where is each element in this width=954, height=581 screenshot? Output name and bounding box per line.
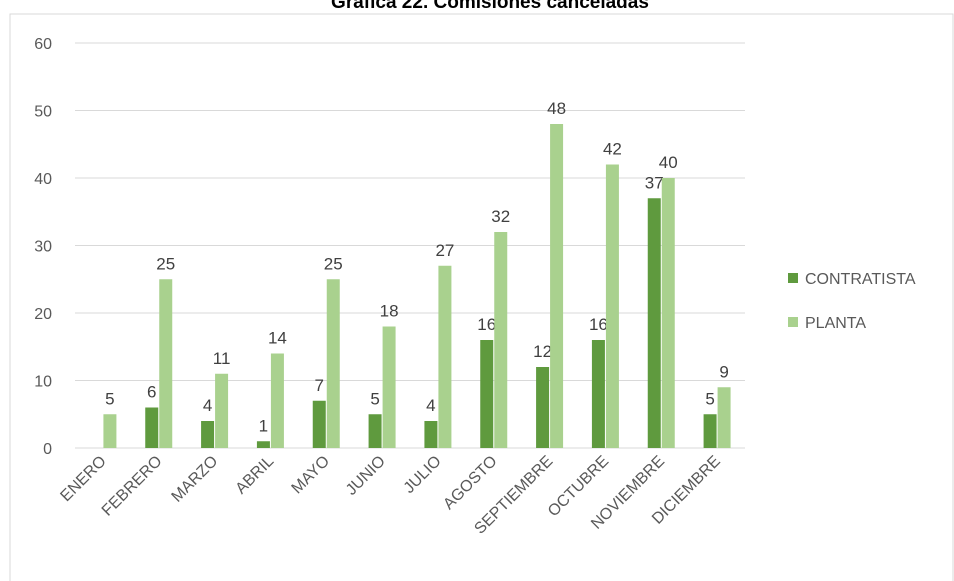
data-label: 27	[435, 241, 454, 260]
data-label: 42	[603, 140, 622, 159]
data-label: 5	[370, 389, 379, 408]
data-label: 16	[477, 315, 496, 334]
chart-title: Gráfica 22. Comisiones canceladas	[331, 0, 649, 13]
bar	[382, 326, 396, 448]
x-tick-label: ABRIL	[233, 453, 278, 498]
x-tick-label: MAYO	[289, 453, 334, 498]
data-label: 5	[705, 389, 714, 408]
bar	[215, 373, 229, 448]
x-tick-label: ENERO	[57, 453, 109, 505]
legend-swatch	[788, 317, 798, 327]
data-label: 7	[315, 376, 324, 395]
data-label: 48	[547, 99, 566, 118]
data-label: 18	[380, 302, 399, 321]
bar	[536, 367, 550, 448]
y-tick-label: 0	[43, 441, 52, 458]
legend-swatch	[788, 273, 798, 283]
x-tick-label: MARZO	[169, 453, 222, 506]
data-label: 9	[719, 362, 728, 381]
data-label: 32	[491, 207, 510, 226]
bar	[368, 414, 382, 448]
bar	[605, 164, 619, 448]
y-tick-label: 10	[34, 374, 52, 391]
bar	[424, 421, 438, 448]
bar	[159, 279, 173, 448]
data-label: 11	[213, 349, 231, 368]
y-tick-label: 20	[34, 306, 52, 323]
data-label: 12	[533, 342, 552, 361]
bar	[717, 387, 731, 448]
x-tick-label: JUNIO	[343, 453, 389, 499]
bar	[661, 178, 675, 448]
bar	[438, 265, 452, 448]
bar	[480, 340, 494, 448]
bar	[647, 198, 661, 448]
data-label: 1	[259, 416, 268, 435]
x-tick-label: JULIO	[401, 453, 445, 497]
data-label: 37	[645, 173, 664, 192]
legend-label: CONTRATISTA	[805, 271, 916, 288]
bar	[201, 421, 215, 448]
data-label: 25	[324, 254, 343, 273]
bar	[703, 414, 717, 448]
bar	[326, 279, 340, 448]
x-tick-label: AGOSTO	[440, 453, 500, 513]
bar	[270, 353, 284, 448]
x-tick-label: FEBRERO	[99, 453, 166, 520]
data-label: 6	[147, 383, 156, 402]
data-label: 40	[659, 153, 678, 172]
bar	[312, 400, 326, 448]
data-label: 4	[426, 396, 435, 415]
bar	[103, 414, 117, 448]
data-label: 16	[589, 315, 608, 334]
data-label: 5	[105, 389, 114, 408]
data-label: 14	[268, 329, 287, 348]
data-label: 25	[156, 254, 175, 273]
bar	[145, 407, 159, 448]
y-tick-label: 40	[34, 171, 52, 188]
bar	[494, 232, 508, 448]
bar	[550, 124, 564, 448]
bar	[591, 340, 605, 448]
legend-label: PLANTA	[805, 315, 866, 332]
y-tick-label: 60	[34, 36, 52, 53]
chart-border	[9, 13, 954, 581]
y-tick-label: 30	[34, 239, 52, 256]
y-tick-label: 50	[34, 104, 52, 121]
bar	[256, 441, 270, 448]
data-label: 4	[203, 396, 212, 415]
